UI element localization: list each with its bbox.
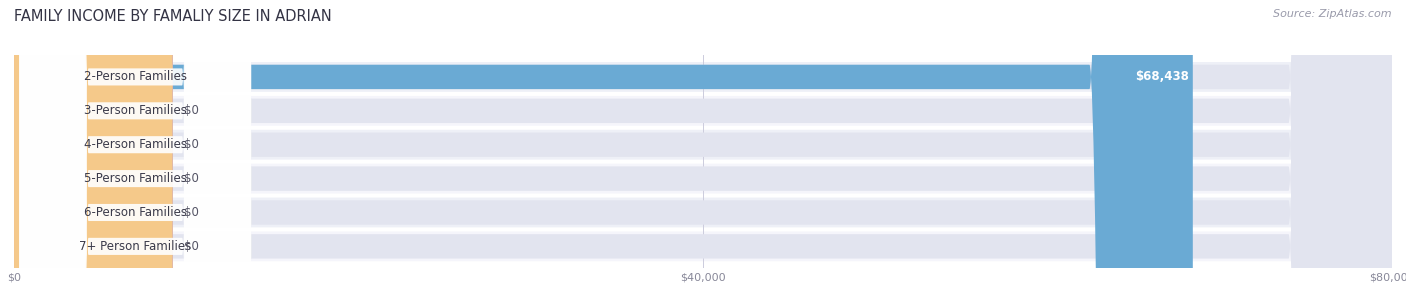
Text: 7+ Person Families: 7+ Person Families xyxy=(79,240,191,253)
FancyBboxPatch shape xyxy=(20,0,252,305)
FancyBboxPatch shape xyxy=(20,0,252,305)
Text: 2-Person Families: 2-Person Families xyxy=(84,70,187,84)
Text: 6-Person Families: 6-Person Families xyxy=(84,206,187,219)
FancyBboxPatch shape xyxy=(14,0,173,305)
Text: 3-Person Families: 3-Person Families xyxy=(84,104,187,117)
FancyBboxPatch shape xyxy=(14,62,1392,92)
FancyBboxPatch shape xyxy=(14,198,1392,228)
FancyBboxPatch shape xyxy=(14,164,1392,193)
FancyBboxPatch shape xyxy=(14,0,173,305)
FancyBboxPatch shape xyxy=(14,0,1192,305)
FancyBboxPatch shape xyxy=(14,0,1392,305)
FancyBboxPatch shape xyxy=(14,0,1392,305)
FancyBboxPatch shape xyxy=(14,0,173,305)
FancyBboxPatch shape xyxy=(14,0,1392,305)
FancyBboxPatch shape xyxy=(14,0,173,305)
FancyBboxPatch shape xyxy=(20,0,252,305)
FancyBboxPatch shape xyxy=(20,0,252,305)
Text: 5-Person Families: 5-Person Families xyxy=(84,172,187,185)
Text: $0: $0 xyxy=(184,172,198,185)
FancyBboxPatch shape xyxy=(14,231,1392,261)
Text: $0: $0 xyxy=(184,138,198,151)
FancyBboxPatch shape xyxy=(14,0,1392,305)
FancyBboxPatch shape xyxy=(14,0,1392,305)
FancyBboxPatch shape xyxy=(14,130,1392,160)
FancyBboxPatch shape xyxy=(14,96,1392,126)
FancyBboxPatch shape xyxy=(14,0,173,305)
Text: $0: $0 xyxy=(184,240,198,253)
FancyBboxPatch shape xyxy=(20,0,252,305)
Text: $0: $0 xyxy=(184,206,198,219)
Text: FAMILY INCOME BY FAMALIY SIZE IN ADRIAN: FAMILY INCOME BY FAMALIY SIZE IN ADRIAN xyxy=(14,9,332,24)
FancyBboxPatch shape xyxy=(14,0,1392,305)
FancyBboxPatch shape xyxy=(20,0,252,305)
Text: Source: ZipAtlas.com: Source: ZipAtlas.com xyxy=(1274,9,1392,19)
Text: $68,438: $68,438 xyxy=(1135,70,1188,84)
Text: 4-Person Families: 4-Person Families xyxy=(84,138,187,151)
Text: $0: $0 xyxy=(184,104,198,117)
